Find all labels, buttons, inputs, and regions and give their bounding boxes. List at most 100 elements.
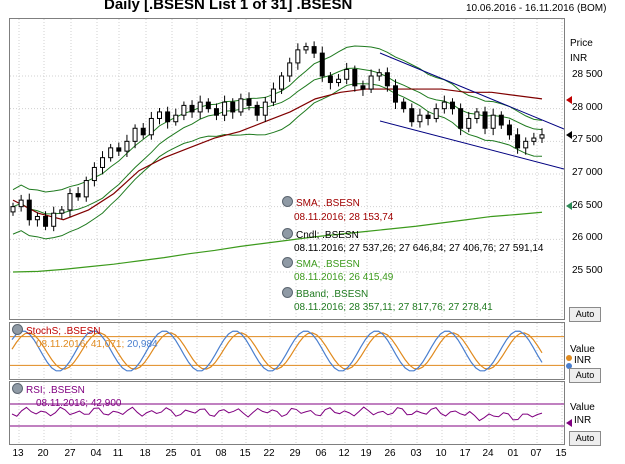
legend-bband-icon — [282, 287, 293, 298]
legend-sma-short-value: 08.11.2016; 26 415,49 — [294, 272, 394, 283]
candle-body — [336, 78, 342, 84]
date-range: 10.06.2016 - 16.11.2016 (BOM) — [466, 3, 607, 14]
x-tick-label: 29 — [289, 448, 301, 459]
candle-body — [311, 46, 317, 54]
candle-body — [10, 206, 16, 213]
rsi-line — [11, 406, 543, 422]
candle-body — [238, 98, 244, 113]
sma-long-line — [12, 88, 543, 221]
stoch-axis-unit: INR — [574, 355, 592, 366]
rsi-legend[interactable]: RSI; .BSESN — [12, 383, 85, 396]
price-chart[interactable] — [10, 19, 564, 319]
x-tick-label: 04 — [90, 448, 102, 459]
stoch-chart[interactable] — [10, 323, 564, 379]
candle-body — [409, 108, 415, 123]
candle-body — [384, 72, 390, 87]
x-tick-label: 10 — [435, 448, 447, 459]
x-tick-label: 07 — [530, 448, 542, 459]
candle-body — [18, 199, 24, 208]
x-tick-label: 01 — [190, 448, 202, 459]
legend-sma-short[interactable]: SMA; .BSESN — [282, 257, 360, 270]
candle-body — [51, 212, 57, 227]
candle-body — [67, 193, 73, 211]
candle-body — [173, 114, 179, 123]
candle-body — [327, 75, 333, 84]
x-tick-label: 24 — [482, 448, 494, 459]
stoch-marker-k — [566, 363, 572, 369]
price-pane[interactable]: SMA; .BSESN 08.11.2016; 28 153,74 Cndl; … — [9, 18, 565, 320]
candle-body — [165, 111, 171, 123]
x-tick-label: 18 — [139, 448, 151, 459]
x-tick-label: 13 — [12, 448, 24, 459]
candle-body — [75, 193, 81, 198]
candle-body — [26, 199, 32, 221]
candle-body — [116, 147, 122, 152]
candle-body — [205, 101, 211, 110]
candle-body — [181, 104, 187, 116]
x-tick-label: 03 — [410, 448, 422, 459]
stoch-legend[interactable]: StochS; .BSESN — [12, 324, 100, 337]
stoch-auto-button[interactable]: Auto — [569, 368, 601, 383]
legend-candle-value: 08.11.2016; 27 537,26; 27 646,84; 27 406… — [294, 243, 544, 254]
x-tick-label: 20 — [37, 448, 49, 459]
rsi-pane[interactable]: RSI; .BSESN 08.11.2016; 42,900 — [9, 381, 565, 445]
legend-candle[interactable]: Cndl; .BSESN — [282, 228, 359, 241]
candle-body — [319, 52, 325, 77]
candle-body — [433, 108, 439, 119]
channel-upper-line — [379, 52, 564, 130]
channel-lower-line — [379, 120, 564, 170]
legend-sma-short-icon — [282, 257, 293, 268]
candle-body — [474, 111, 480, 119]
candle-body — [91, 166, 97, 182]
candle-body — [254, 104, 260, 116]
candle-body — [466, 117, 472, 129]
x-tick-label: 19 — [360, 448, 372, 459]
candle-body — [360, 85, 366, 90]
candle-body — [441, 101, 447, 110]
rsi-axis-title: Value — [570, 402, 595, 413]
bband-lower-line — [12, 83, 543, 240]
candle-body — [425, 114, 431, 119]
x-tick-label: 27 — [64, 448, 76, 459]
x-tick-label: 12 — [338, 448, 350, 459]
x-tick-label: 01 — [507, 448, 519, 459]
legend-sma-short-name: SMA; .BSESN — [296, 259, 360, 270]
x-tick-label: 15 — [239, 448, 251, 459]
legend-sma-long[interactable]: SMA; .BSESN — [282, 196, 360, 209]
candle-body — [393, 85, 399, 103]
price-axis-title: Price — [570, 38, 593, 49]
legend-candle-icon — [282, 228, 293, 239]
marker-sma-long — [566, 96, 572, 104]
candle-body — [140, 127, 146, 136]
rsi-legend-value: 08.11.2016; 42,900 — [36, 398, 122, 409]
price-auto-button[interactable]: Auto — [569, 307, 601, 322]
candle-body — [59, 209, 65, 214]
candle-body — [295, 49, 301, 64]
candle-body — [270, 88, 276, 103]
candle-body — [368, 75, 374, 90]
candle-body — [287, 62, 293, 77]
x-tick-label: 08 — [215, 448, 227, 459]
stoch-axis-title: Value — [570, 344, 595, 355]
stoch-legend-icon — [12, 324, 23, 335]
candle-body — [303, 46, 309, 51]
candle-body — [148, 117, 154, 136]
stoch-marker-d — [566, 355, 572, 361]
price-tick-label: 27 500 — [572, 134, 603, 146]
candle-body — [279, 75, 285, 90]
rsi-auto-button[interactable]: Auto — [569, 431, 601, 446]
price-tick-label: 26 500 — [572, 199, 603, 211]
candle-body — [344, 68, 350, 80]
legend-bband-name: BBand; .BSESN — [296, 289, 369, 300]
candle-body — [482, 111, 488, 129]
legend-bband[interactable]: BBand; .BSESN — [282, 287, 368, 300]
x-tick-label: 17 — [459, 448, 471, 459]
rsi-chart[interactable] — [10, 382, 564, 444]
candle-body — [132, 127, 138, 142]
x-axis: 13 20 27 04 11 18 25 01 08 15 22 29 06 12 19 26 03 10 17 24… — [0, 446, 625, 464]
candle-body — [156, 111, 162, 119]
rsi-legend-icon — [12, 383, 23, 394]
candle-body — [222, 101, 228, 116]
stoch-pane[interactable]: StochS; .BSESN 08.11.2016; 41,071; 20,98… — [9, 322, 565, 380]
rsi-axis-unit: INR — [574, 415, 592, 426]
